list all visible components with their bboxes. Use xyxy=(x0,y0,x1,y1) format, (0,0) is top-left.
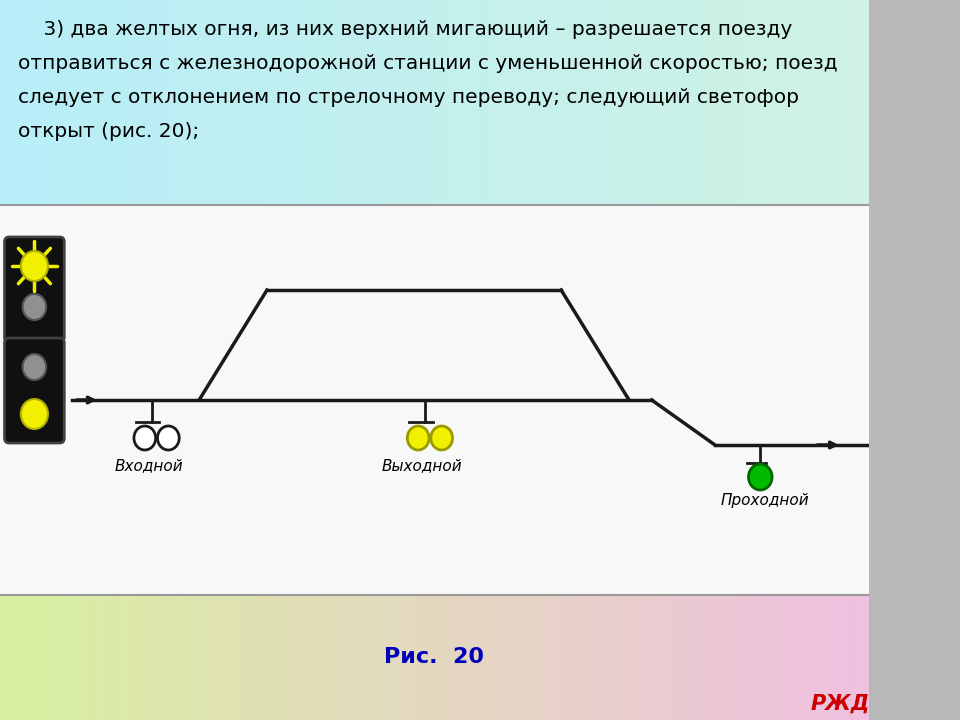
Circle shape xyxy=(749,464,772,490)
Text: Выходной: Выходной xyxy=(381,458,462,473)
Circle shape xyxy=(23,354,46,380)
Circle shape xyxy=(134,426,156,450)
Text: отправиться с железнодорожной станции с уменьшенной скоростью; поезд: отправиться с железнодорожной станции с … xyxy=(18,54,838,73)
Bar xyxy=(0,0,869,205)
Circle shape xyxy=(21,251,48,281)
Circle shape xyxy=(157,426,180,450)
Circle shape xyxy=(21,399,48,429)
Text: РЖД: РЖД xyxy=(810,694,870,714)
Bar xyxy=(0,205,869,595)
Text: 3) два желтых огня, из них верхний мигающий – разрешается поезду: 3) два желтых огня, из них верхний мигаю… xyxy=(18,20,792,39)
Text: следует с отклонением по стрелочному переводу; следующий светофор: следует с отклонением по стрелочному пер… xyxy=(18,88,799,107)
Text: открыт (рис. 20);: открыт (рис. 20); xyxy=(18,122,200,141)
Text: Входной: Входной xyxy=(114,458,182,473)
FancyBboxPatch shape xyxy=(5,237,64,342)
Circle shape xyxy=(407,426,429,450)
FancyBboxPatch shape xyxy=(5,338,64,443)
Text: Рис.  20: Рис. 20 xyxy=(384,647,485,667)
Circle shape xyxy=(431,426,452,450)
Circle shape xyxy=(23,294,46,320)
Text: Проходной: Проходной xyxy=(720,493,809,508)
